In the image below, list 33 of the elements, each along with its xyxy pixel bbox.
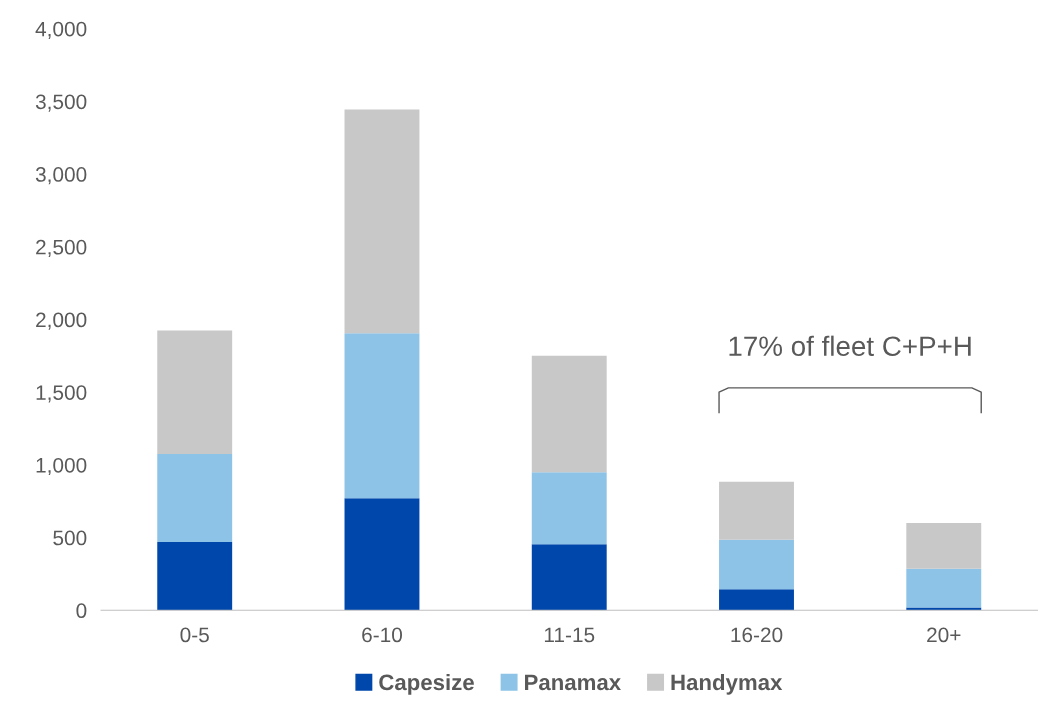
y-tick-label: 2,500	[36, 239, 87, 258]
bar	[531, 544, 607, 611]
x-tick-label: 6-10	[362, 627, 403, 643]
x-tick-label: 20+	[927, 627, 961, 643]
bar	[157, 330, 233, 454]
legend-label: Handymax	[671, 673, 783, 695]
y-tick-label: 1,000	[36, 457, 87, 476]
x-tick-label: 16-20	[731, 627, 783, 643]
bar	[719, 539, 794, 590]
x-tick-label: 0-5	[180, 627, 209, 643]
y-tick-label: 3,500	[35, 94, 87, 112]
bar	[719, 589, 794, 611]
bar	[344, 498, 420, 611]
y-tick-label: 4,000	[35, 21, 87, 39]
x-tick-label: 11-15	[544, 627, 595, 643]
bar	[344, 109, 420, 334]
bar	[157, 541, 233, 611]
bar	[906, 568, 982, 608]
y-tick-label: 2,000	[36, 312, 87, 330]
bar	[531, 355, 607, 473]
y-tick-label: 3,000	[35, 167, 87, 185]
bar	[344, 333, 420, 499]
y-tick-label: 0	[76, 603, 87, 619]
annotation: 17% of fleet C+P+H	[729, 335, 971, 357]
legend-label: Capesize	[379, 673, 474, 695]
legend-label: Panamax	[525, 674, 621, 691]
y-tick-label: 1,500	[36, 385, 87, 403]
bar	[157, 454, 233, 542]
bar	[906, 607, 982, 611]
y-tick-label: 500	[53, 530, 87, 546]
bar	[906, 523, 982, 569]
bar	[719, 481, 794, 540]
bar	[531, 472, 607, 545]
